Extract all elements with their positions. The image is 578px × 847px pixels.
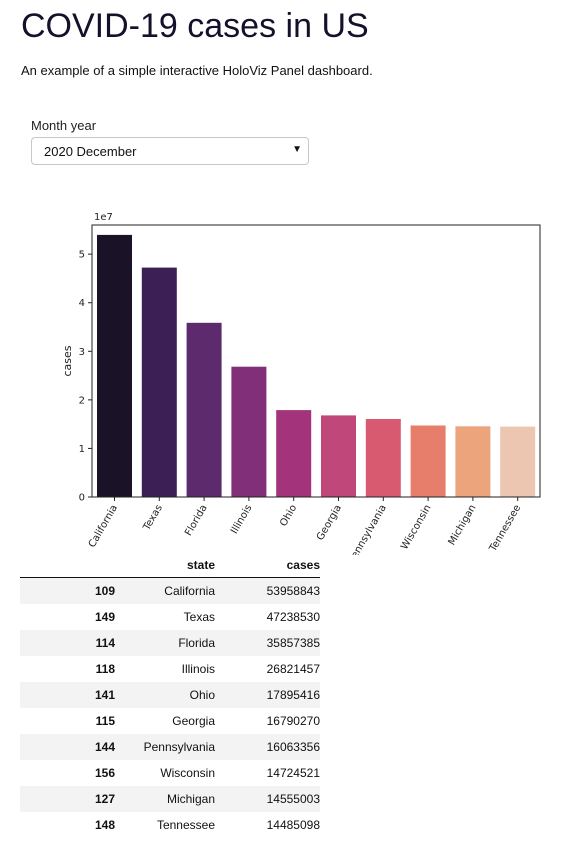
cases-cell: 47238530	[266, 610, 320, 624]
cases-cell: 17895416	[215, 682, 320, 708]
table-row: 127 Michigan 14555003	[20, 786, 320, 812]
x-tick-label: Florida	[183, 503, 210, 538]
y-axis-offset-label: 1e7	[94, 212, 113, 223]
state-cell: Georgia	[172, 714, 215, 728]
x-tick-label: Pennsylvania	[347, 503, 389, 555]
cases-cell: 16063356	[215, 734, 320, 760]
x-tick-label: Georgia	[315, 503, 344, 542]
month-year-select-value: 2020 December	[44, 144, 137, 159]
row-index-cell: 141	[20, 682, 115, 708]
cases-cell: 35857385	[215, 630, 320, 656]
row-index-cell: 156	[94, 766, 115, 780]
y-tick-label: 5	[79, 250, 85, 261]
state-cell: Michigan	[115, 786, 215, 812]
row-index-cell: 115	[95, 714, 115, 728]
row-index-cell: 118	[95, 662, 115, 676]
state-cell: Ohio	[115, 682, 215, 708]
y-axis-label: cases	[61, 345, 74, 376]
cases-cell: 26821457	[266, 662, 320, 676]
month-year-label: Month year	[31, 118, 97, 133]
bar-california	[97, 234, 132, 497]
y-tick-label: 3	[79, 347, 85, 358]
y-tick-label: 1	[79, 444, 85, 455]
x-tick-label: Wisconsin	[399, 503, 433, 552]
table-row: 118 Illinois 26821457	[20, 656, 320, 682]
bar-ohio	[276, 410, 312, 497]
dropdown-arrow-icon: ▼	[292, 144, 302, 155]
state-column-header: state	[115, 552, 215, 578]
y-tick-label: 0	[79, 493, 85, 504]
row-index-cell: 148	[94, 818, 115, 832]
table-row: 144 Pennsylvania 16063356	[20, 734, 320, 760]
x-tick-label: Michigan	[447, 503, 479, 547]
cases-cell: 14555003	[215, 786, 320, 812]
state-cell: Florida	[115, 630, 215, 656]
x-tick-label: Texas	[141, 503, 165, 533]
x-tick-label: Tennessee	[487, 503, 523, 555]
cases-table: state cases 109 California 53958843 149 Texa…	[20, 552, 320, 838]
x-tick-label: Ohio	[278, 503, 299, 529]
plot-frame	[91, 224, 541, 498]
state-cell: Wisconsin	[160, 766, 215, 780]
bar-illinois	[231, 366, 267, 497]
row-index-cell: 114	[20, 630, 115, 656]
x-tick-label: California	[87, 503, 120, 550]
cases-cell: 53958843	[215, 577, 320, 604]
cases-cell: 14485098	[266, 818, 320, 832]
y-tick-label: 2	[79, 395, 85, 406]
cases-cell: 14724521	[266, 766, 320, 780]
table-row: 115 Georgia 16790270	[20, 708, 320, 734]
bar-georgia	[321, 415, 356, 497]
index-column-header	[20, 552, 115, 578]
table-row: 149 Texas 47238530	[20, 604, 320, 630]
cases-column-header: cases	[215, 552, 320, 578]
state-cell: Illinois	[181, 662, 215, 676]
month-year-select[interactable]: 2020 December ▼	[31, 137, 309, 165]
table-row: 114 Florida 35857385	[20, 630, 320, 656]
cases-bar-chart: 0 1 2 3 4 5 California Texas Florida Illinois Ohi…	[61, 212, 541, 555]
y-tick-label: 4	[79, 298, 85, 309]
x-tick-label: Illinois	[229, 503, 254, 536]
table-header-row: state cases	[20, 552, 320, 578]
table-row: 109 California 53958843	[20, 577, 320, 604]
row-index-cell: 127	[20, 786, 115, 812]
bar-texas	[141, 267, 177, 497]
state-cell: California	[115, 577, 215, 604]
state-cell: Pennsylvania	[115, 734, 215, 760]
table-row: 148 Tennessee 14485098	[20, 812, 320, 838]
page-subtitle: An example of a simple interactive HoloV…	[21, 63, 373, 78]
row-index-cell: 144	[20, 734, 115, 760]
row-index-cell: 149	[94, 610, 115, 624]
cases-cell: 16790270	[266, 714, 320, 728]
bar-florida	[186, 322, 222, 497]
bar-wisconsin	[410, 425, 446, 497]
page-title: COVID-19 cases in US	[21, 7, 369, 45]
row-index-cell: 109	[20, 577, 115, 604]
state-cell: Texas	[183, 610, 215, 624]
bar-pennsylvania	[365, 419, 401, 497]
table-row: 141 Ohio 17895416	[20, 682, 320, 708]
state-cell: Tennessee	[156, 818, 215, 832]
table-row: 156 Wisconsin 14724521	[20, 760, 320, 786]
bar-michigan	[455, 426, 491, 497]
bar-tennessee	[500, 426, 536, 497]
